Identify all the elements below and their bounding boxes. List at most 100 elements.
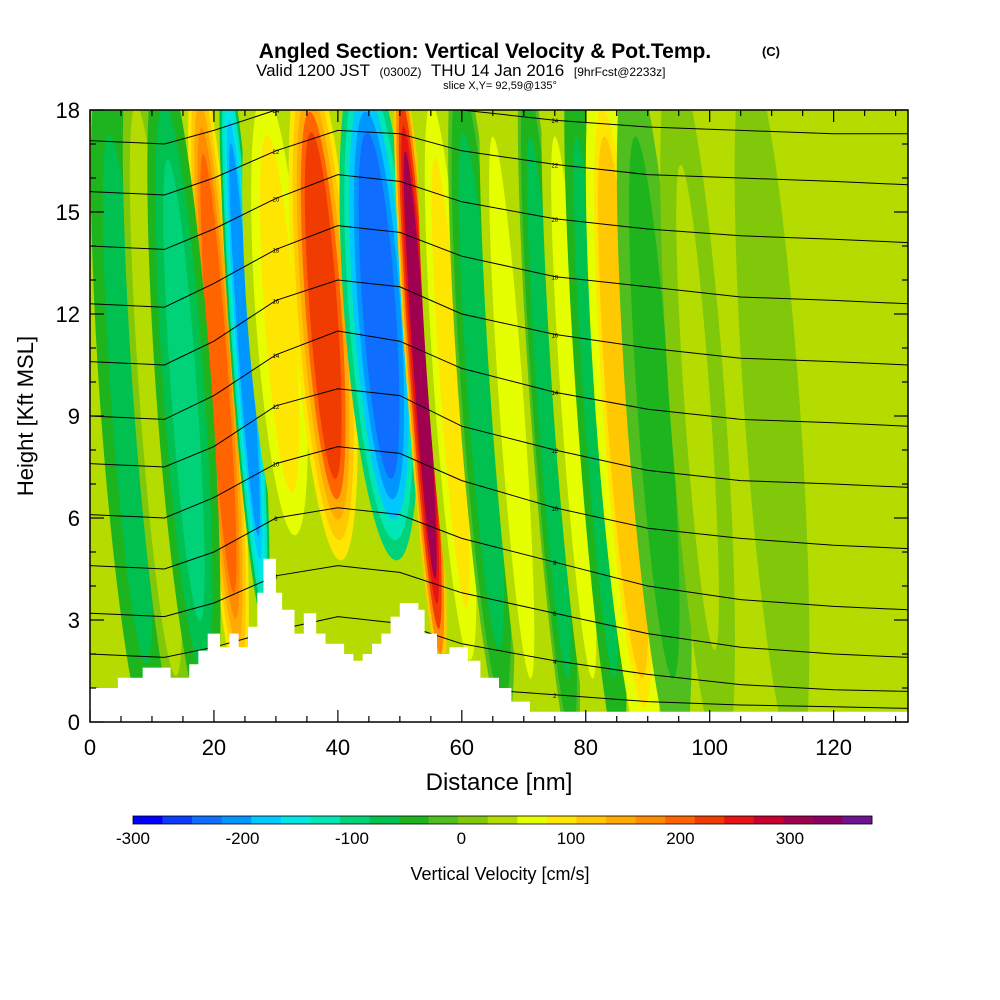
colorbar-tick-label: -200 (225, 829, 259, 848)
theta-contour-10 (90, 446, 908, 550)
forecast-info: [9hrFcst@2233z] (574, 65, 666, 79)
colorbar-swatch (458, 816, 489, 824)
theta-contour-22 (90, 129, 908, 196)
x-tick-label: 0 (84, 735, 96, 760)
colorbar-tick-label: 100 (557, 829, 585, 848)
x-tick-label: 100 (691, 735, 728, 760)
colorbar-swatch (724, 816, 755, 824)
colorbar-swatch (517, 816, 548, 824)
colorbar-swatch (635, 816, 666, 824)
chart-title: Angled Section: Vertical Velocity & Pot.… (259, 40, 711, 63)
y-tick-label: 6 (68, 506, 80, 531)
colorbar-swatch (192, 816, 222, 824)
theta-contour-label: 20 (273, 197, 280, 203)
theta-contour-20 (90, 174, 908, 250)
theta-contour-label: 6 (274, 575, 278, 581)
theta-contour-6 (90, 565, 908, 658)
y-tick-label: 9 (68, 404, 80, 429)
x-tick-label: 20 (202, 735, 226, 760)
colorbar-swatch (251, 816, 282, 824)
x-axis-label: Distance [nm] (426, 769, 573, 796)
theta-contour-label: 24 (551, 119, 558, 125)
chart-subtitle: Valid 1200 JST (0300Z) THU 14 Jan 2016 [… (256, 61, 665, 80)
colorbar-legend: -300 -200 -100 0 100 200 300 (116, 815, 873, 848)
x-axis: 0 20 40 60 80 100 120 (84, 110, 897, 760)
theta-contour-label: 8 (274, 517, 278, 523)
velocity-band-3-4 (304, 132, 342, 479)
velocity-band-14-4 (676, 164, 719, 651)
colorbar-swatch (428, 816, 459, 824)
theta-contour-label: 4 (553, 660, 557, 666)
theta-contour-12 (90, 388, 908, 488)
x-tick-label: 120 (815, 735, 852, 760)
vertical-velocity-field (90, 110, 810, 722)
colorbar-swatch (576, 816, 607, 824)
plot-area: 2244668810101212141416161818202022222424 (89, 109, 909, 723)
valid-utc: (0300Z) (379, 65, 421, 79)
theta-contour-label: 12 (551, 449, 558, 455)
velocity-band-18-4 (750, 164, 794, 651)
colorbar-swatch (842, 816, 873, 824)
y-tick-label: 3 (68, 608, 80, 633)
velocity-band-5-4 (403, 151, 437, 579)
theta-contour-label: 18 (551, 276, 558, 282)
colorbar-swatch (753, 816, 784, 824)
theta-contour-label: 6 (553, 612, 557, 618)
terrain (90, 558, 908, 722)
theta-contour-label: 8 (553, 561, 557, 567)
colorbar-swatch (812, 816, 843, 824)
theta-contour-18 (90, 225, 908, 308)
colorbar-frame (132, 815, 873, 825)
theta-contour-label: 20 (551, 218, 558, 224)
velocity-band-12-4 (601, 164, 645, 651)
valid-time: Valid 1200 JST (256, 61, 370, 80)
theta-contour-label: 14 (273, 354, 280, 360)
colorbar-swatch (162, 816, 193, 824)
theta-contour-16 (90, 279, 908, 366)
x-tick-label: 60 (450, 735, 474, 760)
colorbar-swatch (665, 816, 695, 824)
colorbar-swatch (339, 816, 370, 824)
velocity-band-8-4 (492, 164, 532, 651)
velocity-band-15-4 (106, 162, 149, 636)
theta-contour-label: 2 (553, 694, 557, 700)
colorbar-swatch (221, 816, 252, 824)
theta-contour-label: 22 (551, 163, 558, 169)
velocity-band-7-4 (461, 159, 501, 622)
velocity-band-10-4 (554, 164, 594, 651)
theta-contour-14 (90, 330, 908, 427)
colorbar-swatch (399, 816, 429, 824)
velocity-band-6-4 (431, 156, 470, 608)
colorbar-tick-label: 200 (666, 829, 694, 848)
velocity-band-2-4 (259, 134, 300, 494)
velocity-band-4-4 (358, 132, 400, 479)
y-axis-label: Height [Kft MSL] (13, 336, 38, 496)
colorbar-swatch (280, 816, 311, 824)
colorbar-tick-label: -300 (116, 829, 150, 848)
colorbar-tick-label: 0 (457, 829, 466, 848)
terrain-profile (90, 558, 908, 722)
theta-contour-label: 14 (551, 391, 558, 397)
y-tick-label: 18 (56, 98, 80, 123)
x-tick-label: 40 (326, 735, 350, 760)
theta-contour-label: 16 (273, 299, 280, 305)
theta-contour-label: 18 (273, 248, 280, 254)
theta-contour-label: 10 (273, 463, 280, 469)
y-tick-label: 15 (56, 200, 80, 225)
velocity-band-0-4 (200, 154, 237, 593)
colorbar-swatch (605, 816, 636, 824)
velocity-band-9-4 (529, 164, 568, 651)
y-axis: 0 3 6 9 12 15 18 (56, 98, 908, 735)
velocity-band-1-4 (229, 143, 260, 536)
colorbar-swatch (369, 816, 400, 824)
theta-contour-24 (90, 110, 908, 145)
colorbar-label: Vertical Velocity [cm/s] (410, 864, 589, 884)
chart-title-units: (C) (762, 44, 780, 59)
theta-contour-8 (90, 507, 908, 611)
colorbar-swatch (310, 816, 341, 824)
slice-info: slice X,Y= 92,59@135° (443, 80, 557, 92)
theta-contour-label: 16 (551, 333, 558, 339)
colorbar-swatch (694, 816, 725, 824)
colorbar-swatch (546, 816, 577, 824)
